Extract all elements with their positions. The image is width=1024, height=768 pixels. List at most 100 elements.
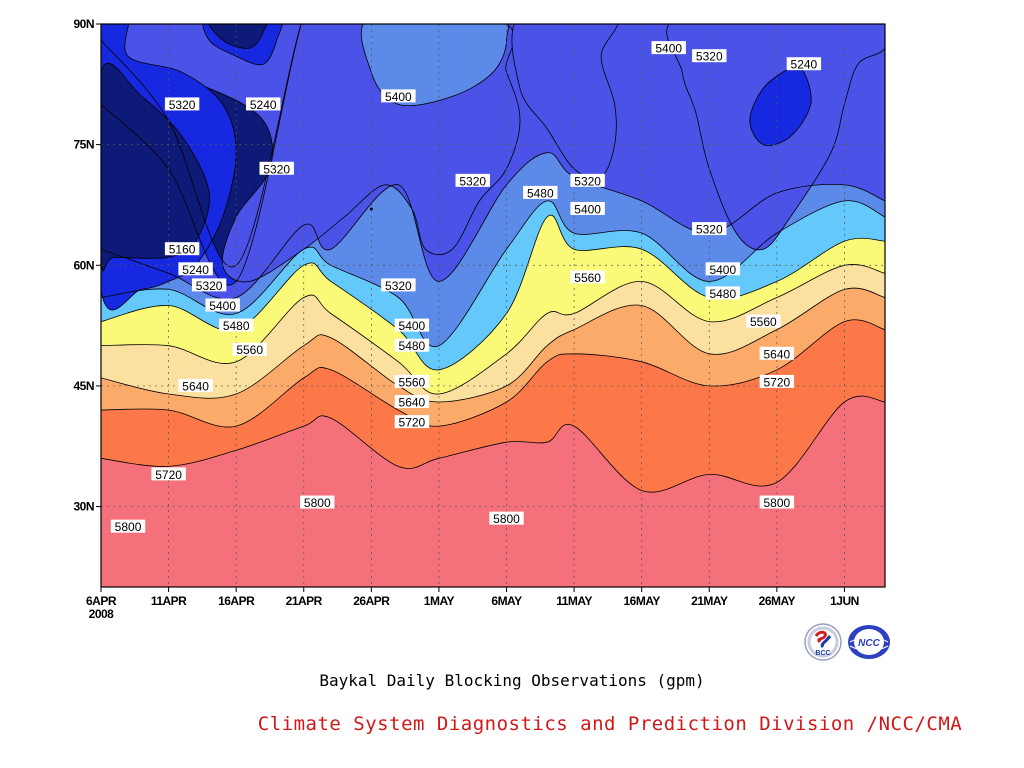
x-tick-label-1MAY: 1MAY (424, 594, 455, 608)
x-tick-label-11MAY: 11MAY (556, 594, 592, 608)
closed-region-5240 (749, 66, 812, 146)
contour-label-5800: 5800 (493, 512, 520, 526)
x-tick-label-26APR: 26APR (353, 594, 390, 608)
contour-label-bg (178, 262, 213, 276)
contour-label-5400: 5400 (709, 263, 736, 277)
contour-label-5400: 5400 (574, 202, 601, 216)
contour-label-bg (246, 97, 281, 111)
contour-label-5320: 5320 (459, 174, 486, 188)
contour-label-5480: 5480 (709, 287, 736, 301)
contour-label-5320: 5320 (696, 223, 723, 237)
contour-label-5400: 5400 (399, 319, 426, 333)
y-tick-label-60N: 60N (73, 258, 94, 272)
contour-label-bg (259, 161, 294, 175)
closed-region-5320 (511, 24, 619, 179)
x-tick-label-6APR: 6APR (86, 594, 117, 608)
contour-label-bg (300, 495, 335, 509)
contour-label-bg (394, 415, 430, 429)
contour-label-bg (164, 242, 200, 256)
contour-label-5640: 5640 (399, 396, 426, 410)
contour-label-bg (218, 318, 254, 332)
contour-label-bg (759, 495, 795, 509)
contour-label-bg (394, 318, 430, 332)
grid-lines (101, 24, 885, 587)
contour-labels: 5320 5240 5400 5400 5320 5240 5320 5320 5320 5480… (110, 41, 822, 534)
contour-label-bg (759, 374, 795, 388)
contour-label-bg (746, 314, 781, 328)
x-tick-label-6MAY: 6MAY (491, 594, 522, 608)
contour-label-bg (786, 57, 822, 71)
contour-label-bg (151, 467, 186, 481)
contour-label-bg (455, 173, 490, 187)
contour-label-5480: 5480 (527, 186, 554, 200)
contour-label-bg (692, 49, 727, 63)
contour-label-bg (570, 270, 605, 284)
contour-label-5560: 5560 (574, 271, 601, 285)
contour-label-5800: 5800 (115, 520, 142, 534)
contour-5240 (101, 24, 302, 286)
filled-contours (101, 24, 885, 587)
contour-label-5320: 5320 (196, 279, 223, 293)
contour-label-bg (110, 519, 146, 533)
y-tick-label-30N: 30N (73, 500, 94, 514)
contour-5800 (101, 395, 885, 493)
contour-label-5480: 5480 (399, 339, 426, 353)
contour-label-bg (692, 222, 727, 236)
closed-region-5160 (208, 24, 268, 49)
contour-lines (101, 24, 885, 493)
svg-text:NCC: NCC (858, 638, 880, 649)
contour-label-5160: 5160 (169, 243, 196, 257)
contour-label-5720: 5720 (399, 416, 426, 430)
contour-label-5800: 5800 (304, 496, 331, 510)
x-tick-label-21APR: 21APR (286, 594, 323, 608)
contour-label-bg (394, 374, 430, 388)
contour-label-bg (205, 298, 240, 312)
contour-label-bg (394, 395, 430, 409)
x-tick-label-16MAY: 16MAY (623, 594, 660, 608)
x-tick-label-1JUN: 1JUN (830, 594, 859, 608)
ncc-logo: NCC (848, 625, 890, 659)
x-tick-label-11APR: 11APR (151, 594, 187, 608)
contour-label-5560: 5560 (236, 343, 263, 357)
contour-label-bg (570, 201, 605, 215)
point-marker (369, 207, 373, 211)
contour-5400 (101, 200, 885, 348)
contour-label-bg (381, 89, 416, 103)
contour-label-bg (394, 338, 430, 352)
contour-label-5560: 5560 (399, 375, 426, 389)
contour-5320 (101, 152, 885, 300)
x-tick-sublabel: 2008 (89, 607, 115, 621)
contour-label-bg (759, 346, 795, 360)
credit-line: Climate System Diagnostics and Predictio… (257, 713, 963, 735)
contour-label-5320: 5320 (574, 174, 601, 188)
contour-label-5400: 5400 (209, 299, 236, 313)
contour-label-bg (178, 378, 213, 392)
contour-label-5640: 5640 (182, 379, 209, 393)
contour-label-5240: 5240 (182, 263, 209, 277)
contour-label-5320: 5320 (263, 162, 290, 176)
x-tick-label-21MAY: 21MAY (691, 594, 728, 608)
contour-label-5800: 5800 (764, 496, 791, 510)
contour-label-bg (232, 342, 267, 356)
plot-frame (100, 23, 886, 588)
contour-label-bg (191, 278, 227, 292)
contour-label-5240: 5240 (791, 58, 818, 72)
contour-label-5560: 5560 (750, 315, 777, 329)
closed-region-5400 (360, 24, 509, 107)
contour-label-5320: 5320 (169, 98, 196, 112)
x-tick-label-16APR: 16APR (218, 594, 255, 608)
contour-label-5320: 5320 (696, 50, 723, 64)
y-tick-label-90N: 90N (73, 17, 94, 31)
band-5800 (101, 396, 885, 587)
x-tick-label-26MAY: 26MAY (759, 594, 796, 608)
y-tick-label-45N: 45N (73, 379, 94, 393)
contour-label-5320: 5320 (385, 279, 412, 293)
contour-label-bg (381, 278, 416, 292)
contour-label-5720: 5720 (764, 375, 791, 389)
contour-label-bg (705, 262, 740, 276)
contour-label-bg (651, 41, 686, 55)
contour-label-5400: 5400 (655, 42, 682, 56)
contour-label-bg (570, 173, 605, 187)
